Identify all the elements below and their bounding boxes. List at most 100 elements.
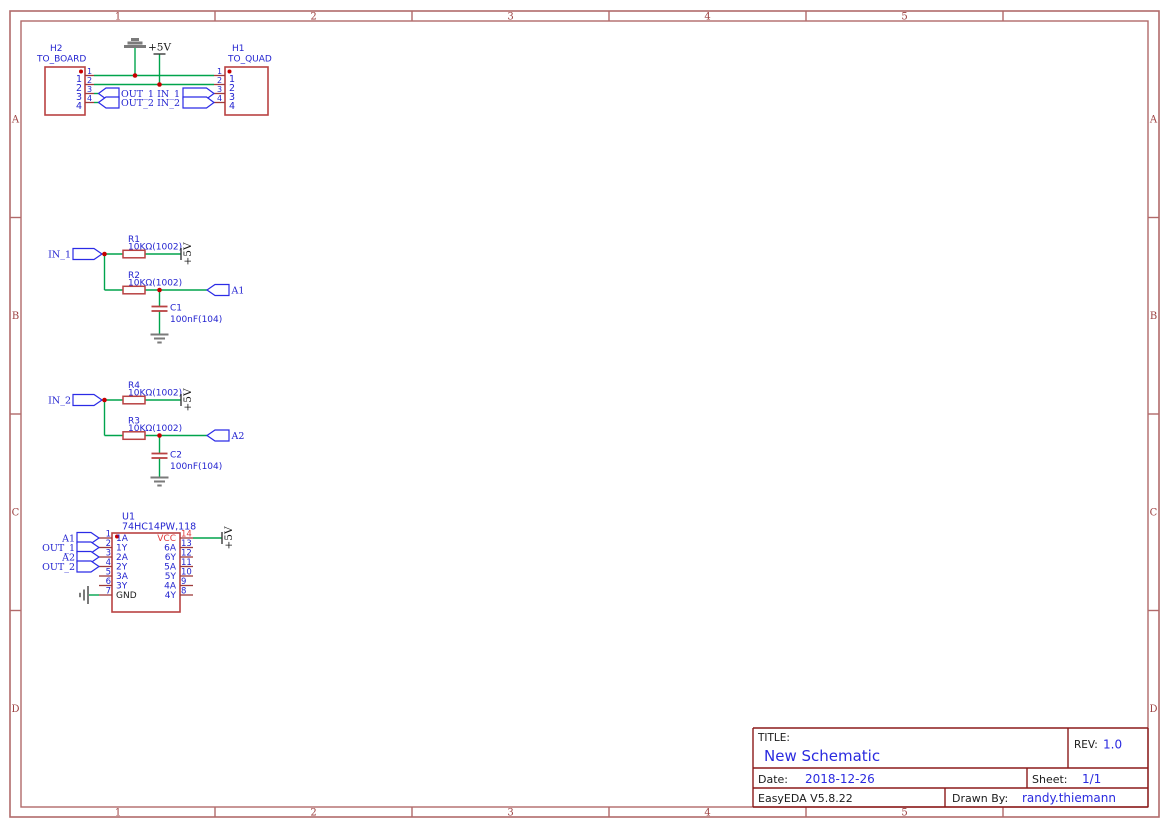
date-value[interactable]: 2018-12-26 [805,772,875,786]
pin1-dot [227,69,232,74]
resistor-body[interactable] [122,395,146,405]
netflag-in2-c[interactable]: IN_2 [48,393,104,407]
netflag-shape[interactable] [205,283,230,297]
junction-dot [132,73,138,78]
netflag-out2[interactable]: OUT_2 [97,96,154,109]
tool-version: EasyEDA V5.8.22 [758,792,853,805]
plus5v-symbol-r1[interactable]: +5V [180,242,194,266]
header-h2[interactable]: H2 TO_BOARD 1 2 3 4 1 2 3 4 [36,44,94,116]
resistor-body[interactable] [122,285,146,295]
pin-name: GND [116,591,137,601]
pin-number: 4 [217,94,222,103]
h2-name: TO_BOARD [36,55,86,65]
netflag-label: IN_2 [157,98,180,109]
gnd-symbol-top[interactable] [124,38,146,48]
drawn-by-value[interactable]: randy.thiemann [1022,791,1116,805]
junction-dot [157,287,162,293]
pin-number: 1 [217,67,222,76]
sheet-value[interactable]: 1/1 [1082,772,1101,786]
gnd-symbol-c2[interactable] [150,476,169,487]
title-label: TITLE: [757,732,790,744]
netflag-shape[interactable] [182,96,216,109]
date-label: Date: [758,773,788,786]
pin-number: 9 [181,577,186,587]
pin-number: 2 [217,76,222,85]
plus5v-label: +5V [182,242,194,265]
pin-number: 14 [181,530,192,540]
pin-name: 5Y [165,572,177,582]
netflag-shape[interactable] [72,393,104,407]
netflag-in2[interactable]: IN_2 [157,96,216,109]
junction-dot [102,397,107,403]
pin-number: 5 [106,568,111,578]
junction-dot [157,433,162,438]
netflag-a2[interactable]: A2 [205,429,244,442]
netflag-label: IN_2 [48,396,71,407]
row-label: B [1150,311,1157,322]
gnd-symbol-u1[interactable] [79,586,89,604]
resistor-r3[interactable]: R3 10KΩ(1002) [122,417,182,441]
plus5v-symbol-top[interactable]: +5V [148,42,171,55]
pin-number: 3 [106,549,111,559]
header-h1[interactable]: H1 TO_QUAD 1 2 3 4 1 2 3 4 [214,44,272,116]
pin-name: 1 [76,74,82,85]
netflag-shape[interactable] [205,429,230,442]
title-block-lines [752,727,1149,808]
rev-label: REV: [1074,739,1098,751]
capacitor-c2[interactable]: C2 100nF(104) [151,451,223,473]
pin-number: 8 [181,587,186,597]
plus5v-symbol-u1[interactable]: +5V [221,526,235,550]
ic-u1[interactable]: U1 74HC14PW,118 1 2 3 4 5 6 7 14 13 [99,512,196,613]
resistor-ref: R3 [128,417,140,427]
netflag-label: A1 [61,534,75,545]
pin-number: 3 [217,85,222,94]
h1-name: TO_QUAD [227,55,272,65]
rev-value[interactable]: 1.0 [1103,738,1122,752]
h1-body[interactable] [224,66,269,116]
plus5v-label: +5V [148,42,171,54]
resistor-r1[interactable]: R1 10KΩ(1002) [122,235,182,259]
ic-part: 74HC14PW,118 [122,522,196,533]
h2-body[interactable] [44,66,86,116]
pin-number: 6 [106,577,111,587]
capacitor-c1[interactable]: C1 100nF(104) [151,304,223,326]
netflag-out2-u1[interactable]: OUT_2 [42,560,101,573]
resistor-r4[interactable]: R4 10KΩ(1002) [122,381,182,405]
junction-dot [157,82,162,87]
resistor-value: 10KΩ(1002) [128,242,182,252]
col-label: 1 [115,12,121,23]
sheet-frame: 1 2 3 4 5 1 2 3 4 5 A B C D A B C D [9,10,1160,819]
resistor-ref: R1 [128,235,140,245]
plus5v-symbol-r4[interactable]: +5V [180,388,194,412]
resistor-body[interactable] [122,431,146,441]
netflag-label: A1 [231,286,245,297]
ic-left-pin-names: 1A 1Y 2A 2Y 3A 3Y GND [116,534,137,601]
schematic-title[interactable]: New Schematic [764,747,880,765]
netflag-shape[interactable] [76,560,101,573]
netflag-shape[interactable] [72,247,104,261]
netflag-in1-b[interactable]: IN_1 [48,247,104,261]
resistor-r2[interactable]: R2 10KΩ(1002) [122,271,182,295]
resistor-body[interactable] [122,249,146,259]
netflag-a1[interactable]: A1 [205,283,245,297]
wires-top[interactable] [94,47,214,104]
wires-section-c[interactable] [102,399,207,478]
junction-dot [102,251,107,257]
ruler-labels: 1 2 3 4 5 1 2 3 4 5 A B C D A B C D [11,12,1158,819]
ic-body[interactable] [111,532,181,613]
col-label: 4 [704,808,710,819]
title-block[interactable]: TITLE: New Schematic REV: 1.0 Date: 2018… [752,727,1149,808]
netflag-label: A2 [61,553,75,564]
netflag-shape[interactable] [97,96,120,109]
pin-name: 5A [164,563,177,573]
pin-name: 1Y [116,544,128,554]
resistor-value: 10KΩ(1002) [128,388,182,398]
gnd-symbol-c1[interactable] [150,333,169,344]
row-label: B [12,311,19,322]
resistor-value: 10KΩ(1002) [128,424,182,434]
row-label: A [1149,115,1158,126]
ic-pin-stubs [99,537,193,596]
ic-right-pin-names: VCC 6A 6Y 5A 5Y 4A 4Y [157,534,177,601]
netflag-label: OUT_2 [42,562,75,573]
